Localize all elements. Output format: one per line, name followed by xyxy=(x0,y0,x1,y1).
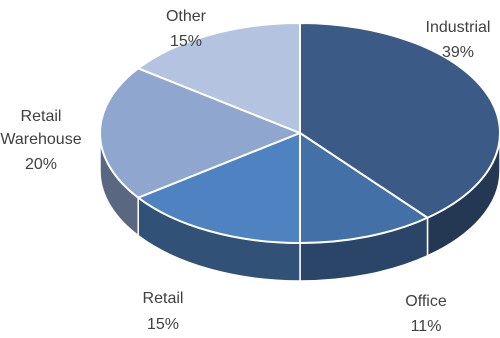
slice-retail xyxy=(137,132,301,244)
label-retail-value: 15% xyxy=(147,316,179,333)
pie-sides xyxy=(99,132,500,282)
slice-office xyxy=(299,132,429,244)
label-retail-warehouse-line2: Warehouse xyxy=(0,131,81,148)
label-retail-warehouse-line1: Retail xyxy=(21,108,62,125)
slice-industrial xyxy=(299,22,500,219)
slice-retail-warehouse xyxy=(99,67,301,199)
label-retail-warehouse-value: 20% xyxy=(25,156,57,173)
label-retail-category: Retail xyxy=(143,290,184,307)
slice-other xyxy=(137,22,301,134)
label-industrial-category: Industrial xyxy=(426,19,491,36)
label-office-category: Office xyxy=(405,293,447,310)
label-other-value: 15% xyxy=(170,33,202,50)
label-industrial-value: 39% xyxy=(442,44,474,61)
pie-slices xyxy=(99,22,500,244)
label-other-category: Other xyxy=(166,8,207,25)
label-office-value: 11% xyxy=(411,318,442,335)
